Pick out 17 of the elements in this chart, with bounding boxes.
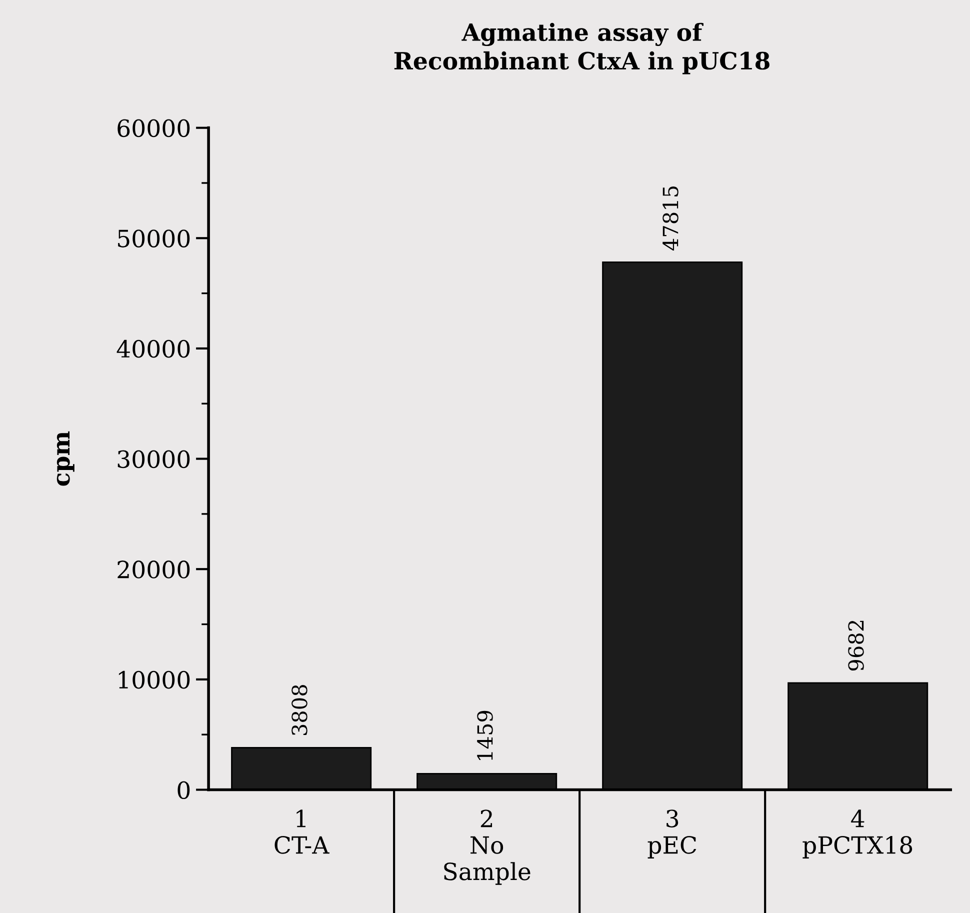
x-tick-label: 3 pEC	[648, 810, 696, 858]
y-tick-label: 10000	[118, 670, 190, 689]
data-label: 3808	[292, 685, 308, 736]
y-axis-title: cpm	[56, 431, 74, 486]
data-label: 9682	[848, 620, 864, 671]
y-tick-label: 60000	[118, 119, 190, 138]
x-tick-label: 1 CT-A	[274, 810, 330, 854]
data-label: 47815	[662, 186, 678, 250]
x-tick-label: 2 No Sample	[444, 810, 530, 885]
x-tick-label: 4 pPCTX18	[802, 810, 912, 858]
y-tick-label: 40000	[116, 340, 190, 358]
y-tick-label: 30000	[118, 450, 190, 468]
y-tick-label: 0	[178, 781, 190, 800]
y-tick-label: 20000	[118, 560, 190, 578]
y-tick-label: 50000	[118, 230, 190, 248]
chart-title: Agmatine assay of Recombinant CtxA in pUC18	[394, 22, 770, 74]
data-label: 1459	[477, 710, 493, 760]
